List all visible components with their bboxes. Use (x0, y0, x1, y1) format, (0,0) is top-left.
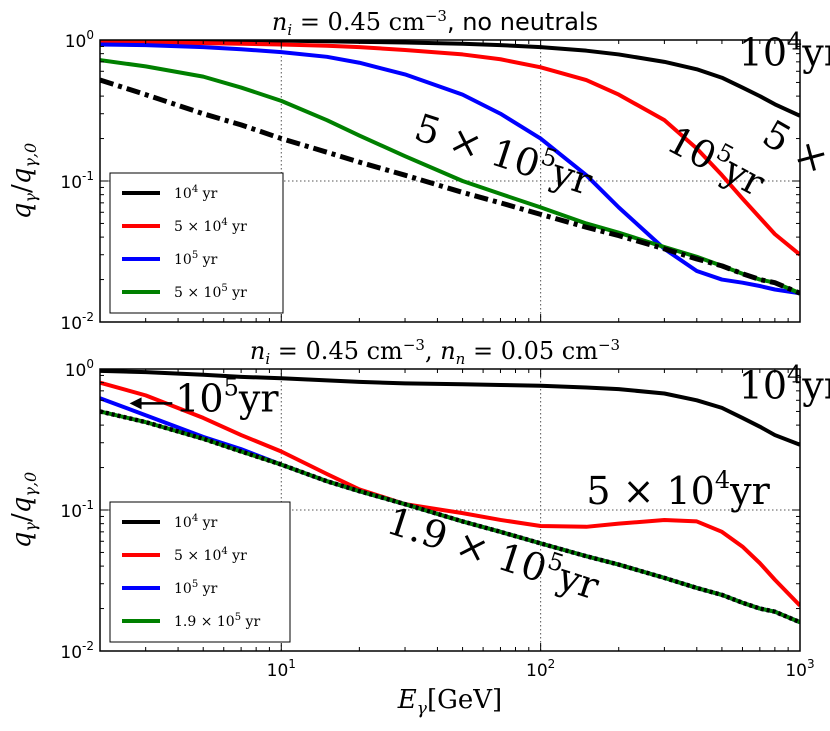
series-line-10-4-yr (100, 369, 800, 447)
x-axis-label: Eγ[GeV] (397, 685, 502, 719)
series-line-5-10-5-yr (100, 58, 800, 296)
curve-annotation: 105yr (175, 373, 279, 420)
panel-title: ni = 0.45 cm−3, no neutrals (272, 7, 598, 39)
y-tick-label: 100 (65, 357, 94, 381)
panel-title: ni = 0.45 cm−3, nn = 0.05 cm−3 (250, 336, 620, 368)
series-group (100, 369, 800, 625)
legend: 104 yr 5 × 104 yr 105 yr 5 × 105 yr (109, 172, 284, 314)
y-axis-label: qγ/qγ,0 (7, 143, 40, 219)
legend-label: 1.9 × 105 yr (174, 612, 260, 630)
series-line-reference (100, 409, 800, 625)
legend-label: 5 × 104 yr (174, 546, 247, 564)
legend-box (109, 172, 284, 314)
series-line-reference (100, 77, 800, 296)
y-axis-label: qγ/qγ,0 (7, 472, 40, 548)
series-line-10-5-yr (100, 42, 800, 296)
curve-annotation: 5 × 104yr (586, 466, 770, 513)
legend-label: 5 × 104 yr (174, 217, 247, 235)
legend-box (109, 501, 291, 643)
legend-label: 105 yr (174, 250, 218, 268)
y-tick-label: 10-1 (60, 169, 94, 193)
annotation-arrow-head (129, 397, 142, 410)
series-line-5-10-4-yr (100, 40, 800, 257)
y-tick-label: 10-2 (60, 639, 94, 663)
x-tick-label: 103 (785, 657, 814, 681)
curve-annotation: 104yr (739, 360, 830, 407)
x-tick-label: 102 (526, 657, 555, 681)
legend-label: 104 yr (174, 513, 218, 531)
y-tick-label: 100 (65, 28, 94, 52)
curve-annotation: 104yr (739, 27, 830, 74)
curve-annotation: 105yr (660, 115, 774, 205)
panel-bottom: 100 10-1 10-2 101 102 103 Eγ[GeV] qγ/qγ,0 ni = 0… (7, 336, 830, 719)
x-tick-label: 101 (267, 657, 296, 681)
legend-label: 104 yr (174, 184, 218, 202)
y-tick-label: 10-1 (60, 498, 94, 522)
y-tick-label: 10-2 (60, 310, 94, 334)
series-line-5-10-4-yr (100, 380, 800, 607)
legend: 104 yr 5 × 104 yr 105 yr 1.9 × 105 yr (109, 501, 291, 643)
legend-label: 105 yr (174, 579, 218, 597)
panel-top: 100 10-1 10-2 qγ/qγ,0 ni = 0.45 cm−3, no neu… (7, 7, 830, 334)
legend-label: 5 × 105 yr (174, 283, 247, 301)
